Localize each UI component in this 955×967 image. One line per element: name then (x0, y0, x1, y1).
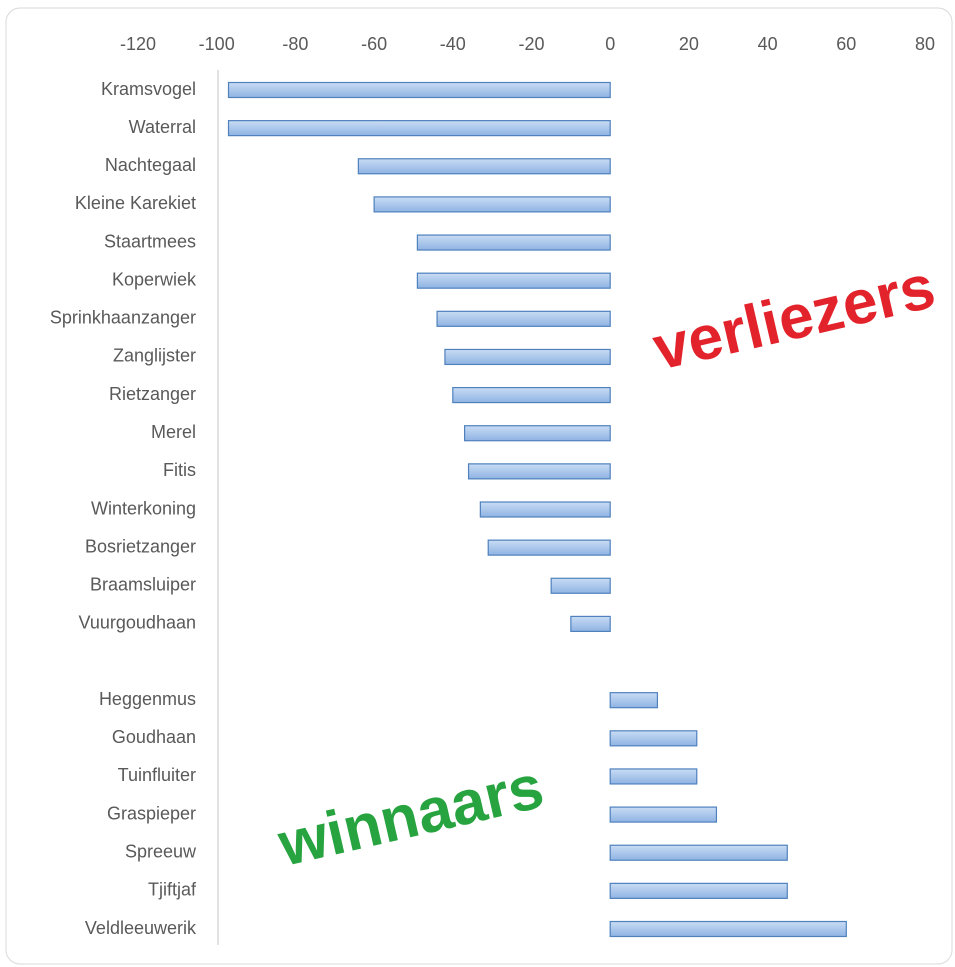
x-tick-label: -60 (361, 34, 387, 54)
bar (416, 272, 611, 289)
bar (609, 920, 847, 938)
y-tick-label: Goudhaan (112, 727, 196, 747)
x-tick-label: -100 (199, 34, 235, 54)
bar (609, 692, 659, 709)
bar (609, 768, 698, 785)
y-tick-label: Winterkoning (91, 498, 196, 518)
x-tick-label: 20 (679, 34, 699, 54)
x-tick-label: 80 (915, 34, 935, 54)
y-tick-label: Tuinfluiter (118, 765, 196, 785)
bar (227, 120, 611, 137)
chart-frame (5, 7, 953, 965)
y-tick-label: Merel (151, 422, 196, 442)
x-tick-label: 0 (605, 34, 615, 54)
bar (550, 577, 611, 594)
bar (570, 615, 611, 633)
x-tick-label: -20 (518, 34, 544, 54)
y-tick-label: Graspieper (107, 803, 196, 823)
y-tick-label: Sprinkhaanzanger (50, 308, 196, 328)
bar (436, 310, 611, 327)
y-tick-label: Kramsvogel (101, 79, 196, 99)
y-tick-label: Spreeuw (125, 841, 197, 861)
bar (609, 730, 698, 747)
bar (373, 196, 611, 213)
x-tick-label: -120 (120, 34, 156, 54)
y-tick-label: Fitis (163, 460, 196, 480)
bar (487, 539, 611, 556)
y-tick-label: Staartmees (104, 231, 196, 251)
y-tick-label: Bosrietzanger (85, 536, 196, 556)
bar (227, 81, 611, 99)
bar (464, 425, 611, 442)
bar (416, 234, 611, 251)
y-tick-label: Heggenmus (99, 689, 196, 709)
y-tick-label: Nachtegaal (105, 155, 196, 175)
y-tick-label: Braamsluiper (90, 575, 196, 595)
bar (467, 463, 611, 480)
bar (609, 806, 718, 823)
x-tick-label: 40 (758, 34, 778, 54)
x-tick-label: 60 (836, 34, 856, 54)
bar (479, 501, 611, 518)
x-tick-label: -40 (440, 34, 466, 54)
y-tick-label: Waterral (129, 117, 196, 137)
y-tick-label: Veldleeuwerik (85, 918, 197, 938)
y-tick-label: Rietzanger (109, 384, 196, 404)
bar (609, 844, 788, 861)
bar (357, 158, 611, 175)
y-tick-label: Zanglijster (113, 346, 196, 366)
bar (444, 348, 611, 366)
x-tick-label: -80 (282, 34, 308, 54)
bar (452, 386, 611, 404)
bar (609, 882, 788, 899)
y-tick-label: Tjiftjaf (148, 880, 197, 900)
y-tick-label: Koperwiek (112, 269, 197, 289)
y-tick-label: Kleine Karekiet (75, 193, 196, 213)
y-tick-label: Vuurgoudhaan (79, 613, 196, 633)
